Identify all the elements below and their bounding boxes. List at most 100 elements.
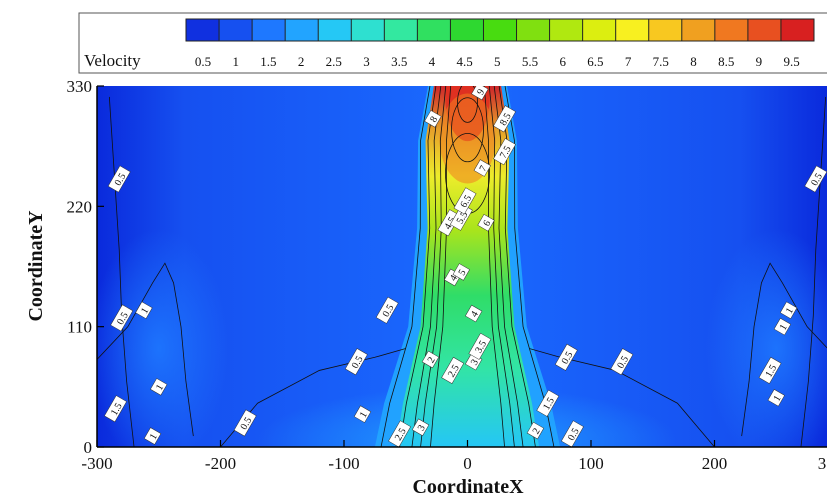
- x-tick-label: -300: [81, 454, 112, 473]
- contour-label-box: [344, 348, 368, 376]
- contour-label-text: 0.5: [560, 350, 576, 366]
- plot-area: 0.5 1 0.5 0.5 1 1.5 1 0.5 0.5 0.5 0.5 0.5 1 1 1.5 1 2 2.5…: [97, 86, 827, 447]
- contour-label-box: [110, 304, 134, 332]
- contour-label-text: 5: [457, 268, 469, 278]
- contour-label-text: 1: [772, 394, 784, 404]
- y-tick-label: 110: [67, 318, 92, 337]
- contour-label: 0.5: [610, 348, 634, 376]
- contour-label-text: 0.5: [566, 426, 582, 442]
- contour-label-text: 7.5: [498, 144, 514, 160]
- contour-label: 7.5: [493, 138, 516, 166]
- colorbar-swatch: [582, 19, 617, 41]
- x-axis-ticks: -300 -200 -100 0 100 200 3: [81, 440, 826, 473]
- colorbar-tick-label: 2: [298, 54, 305, 69]
- contour-line-jet-left: [380, 86, 431, 447]
- y-tick-label: 220: [67, 197, 93, 216]
- contour-label-box: [471, 86, 489, 101]
- contour-label: 6.5: [453, 187, 477, 215]
- contour-label-box: [465, 304, 483, 323]
- contour-line-jet-right: [488, 86, 515, 447]
- contour-label-box: [150, 378, 168, 396]
- contour-label-box: [143, 427, 162, 445]
- x-tick-label: -200: [205, 454, 236, 473]
- colorbar-tick-label: 8.5: [718, 54, 734, 69]
- contour-label-text: 3.5: [473, 339, 489, 355]
- contour-label-box: [561, 420, 584, 447]
- colorbar-swatch: [780, 19, 815, 41]
- contour-label-box: [411, 418, 430, 437]
- colorbar-swatch: [747, 19, 782, 41]
- colorbar-swatch: [516, 19, 550, 41]
- contour-label: 1: [767, 389, 785, 407]
- contour-label-text: 6: [481, 219, 493, 229]
- contour-label: 1: [150, 378, 168, 396]
- contour-label-box: [452, 263, 470, 281]
- contour-label-text: 7: [478, 164, 490, 174]
- contour-label: 2.5: [388, 420, 411, 447]
- colorbar-swatch: [714, 19, 749, 41]
- colorbar-swatch: [417, 19, 451, 41]
- contour-label: 1: [143, 427, 162, 445]
- contour-label: 1.5: [104, 395, 127, 423]
- contour-label: 0.5: [110, 304, 134, 332]
- colorbar-tick-label: 2.5: [326, 54, 342, 69]
- contour-label: 1.5: [536, 389, 560, 417]
- left-side-lobe: [97, 228, 229, 447]
- colorbar-swatch: [549, 19, 584, 41]
- colorbar-tick-label: 6.5: [587, 54, 603, 69]
- contour-label: 0.5: [561, 420, 584, 447]
- contour-label-box: [104, 395, 127, 423]
- contour-label-box: [526, 421, 545, 440]
- contour-lines: [97, 86, 827, 447]
- contour-label-text: 3: [416, 423, 428, 433]
- colorbar-tick-label: 4: [429, 54, 436, 69]
- contour-label-text: 0.5: [381, 303, 397, 319]
- colorbar-swatch: [648, 19, 683, 41]
- contour-label-box: [107, 165, 131, 193]
- contour-label-text: 2: [426, 355, 438, 365]
- contour-label-box: [473, 159, 491, 177]
- colorbar-tick-label: 0.5: [195, 54, 211, 69]
- x-tick-label: -100: [328, 454, 359, 473]
- contour-label-text: 1: [784, 306, 796, 316]
- contour-label-text: 0.5: [350, 354, 366, 370]
- contour-label: 0.5: [344, 348, 368, 376]
- contour-label-text: 5.5: [455, 210, 471, 226]
- contour-label-text: 2: [531, 426, 543, 436]
- y-axis-ticks: 0 110 220 330: [67, 77, 104, 457]
- contour-label: 1: [353, 405, 372, 423]
- contour-label: 1: [779, 301, 798, 320]
- contour-label-text: 4: [448, 273, 460, 283]
- contour-label: 1.5: [758, 356, 782, 384]
- contour-line-jet-core: [457, 86, 478, 123]
- colorbar-swatch: [351, 19, 385, 41]
- contour-label-text: 1.5: [763, 363, 779, 379]
- x-tick-label: 100: [578, 454, 604, 473]
- x-tick-label: 200: [702, 454, 728, 473]
- contour-label-text: 0.5: [239, 416, 255, 432]
- contour-label-text: 3: [469, 358, 481, 368]
- contour-label-text: 1: [139, 306, 151, 316]
- colorbar-legend: Velocity 0.5 1 1.5 2 2.5 3 3.5 4 4.5 5 5.5 6 6.5 7 7.5…: [78, 12, 827, 74]
- colorbar-tick-label: 9.5: [783, 54, 799, 69]
- contour-label-box: [477, 213, 495, 232]
- contour-label-box: [804, 165, 827, 193]
- contour-line-jet-right: [483, 86, 505, 447]
- contour-label-text: 6.5: [458, 193, 474, 209]
- colorbar-swatch: [186, 19, 220, 41]
- contour-label-text: 0.5: [113, 172, 129, 188]
- contour-label: 7: [473, 159, 491, 177]
- colorbar-swatch: [219, 19, 253, 41]
- contour-label-box: [779, 301, 798, 320]
- colorbar-tick-label: 5: [494, 54, 501, 69]
- contour-label: 0.5: [233, 409, 257, 437]
- colorbar-swatch: [318, 19, 352, 41]
- contour-label-text: 4: [469, 309, 481, 319]
- colorbar-swatch: [252, 19, 286, 41]
- contour-label: 0.5: [375, 296, 399, 324]
- colorbar-swatches: [185, 18, 815, 42]
- colorbar-tick-label: 3.5: [391, 54, 407, 69]
- contour-label: 0.5: [804, 165, 827, 193]
